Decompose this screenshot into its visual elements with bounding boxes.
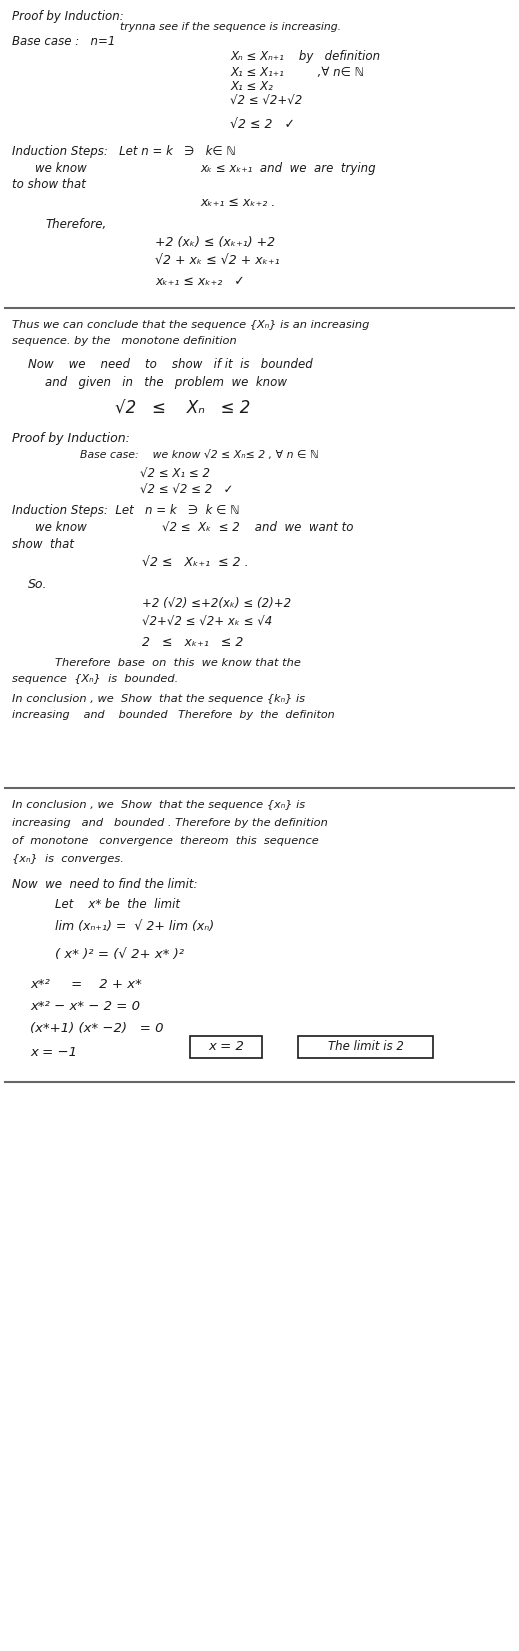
Text: xₖ₊₁ ≤ xₖ₊₂   ✓: xₖ₊₁ ≤ xₖ₊₂ ✓ (155, 276, 245, 287)
Text: In conclusion , we  Show  that the sequence {kₙ} is: In conclusion , we Show that the sequenc… (12, 693, 305, 703)
Text: increasing    and    bounded   Therefore  by  the  definiton: increasing and bounded Therefore by the … (12, 710, 335, 720)
Text: The limit is 2: The limit is 2 (327, 1040, 403, 1053)
Text: sequence  {Xₙ}  is  bounded.: sequence {Xₙ} is bounded. (12, 674, 178, 684)
Text: increasing   and   bounded . Therefore by the definition: increasing and bounded . Therefore by th… (12, 817, 328, 829)
Text: 2   ≤   xₖ₊₁   ≤ 2: 2 ≤ xₖ₊₁ ≤ 2 (142, 636, 243, 649)
Text: Xₙ ≤ Xₙ₊₁    by   definition: Xₙ ≤ Xₙ₊₁ by definition (230, 50, 380, 63)
Text: Base case:    we know √2 ≤ Xₙ≤ 2 , ∀ n ∈ ℕ: Base case: we know √2 ≤ Xₙ≤ 2 , ∀ n ∈ ℕ (80, 451, 319, 461)
Text: Therefore  base  on  this  we know that the: Therefore base on this we know that the (55, 659, 301, 669)
Bar (190, 1035, 262, 1058)
Text: we know: we know (35, 162, 87, 175)
Text: √2 ≤ 2   ✓: √2 ≤ 2 ✓ (230, 117, 295, 130)
Text: X₁ ≤ X₂: X₁ ≤ X₂ (230, 79, 273, 92)
Text: x*² − x* − 2 = 0: x*² − x* − 2 = 0 (30, 1001, 140, 1014)
Text: trynna see if the sequence is increasing.: trynna see if the sequence is increasing… (120, 21, 341, 31)
Text: x = 2: x = 2 (208, 1040, 244, 1053)
Text: Let    x* be  the  limit: Let x* be the limit (55, 898, 180, 911)
Text: (x*+1) (x* −2)   = 0: (x*+1) (x* −2) = 0 (30, 1022, 163, 1035)
Text: ( x* )² = (√ 2+ x* )²: ( x* )² = (√ 2+ x* )² (55, 948, 184, 961)
Text: Induction Steps:   Let n = k   ∋   k∈ ℕ: Induction Steps: Let n = k ∋ k∈ ℕ (12, 145, 236, 158)
Text: X₁ ≤ X₁₊₁         ,∀ n∈ ℕ: X₁ ≤ X₁₊₁ ,∀ n∈ ℕ (230, 66, 364, 79)
Bar (298, 1035, 433, 1058)
Text: Base case :   n=1: Base case : n=1 (12, 35, 115, 48)
Text: and   given   in   the   problem  we  know: and given in the problem we know (45, 376, 287, 390)
Text: lim (xₙ₊₁) =  √ 2+ lim (xₙ): lim (xₙ₊₁) = √ 2+ lim (xₙ) (55, 920, 214, 933)
Text: x = −1: x = −1 (30, 1047, 77, 1058)
Text: +2 (xₖ) ≤ (xₖ₊₁) +2: +2 (xₖ) ≤ (xₖ₊₁) +2 (155, 236, 275, 249)
Text: Proof by Induction:: Proof by Induction: (12, 10, 124, 23)
Text: In conclusion , we  Show  that the sequence {xₙ} is: In conclusion , we Show that the sequenc… (12, 801, 305, 811)
Text: Therefore,: Therefore, (45, 218, 106, 231)
Text: √2 ≤   Xₖ₊₁  ≤ 2 .: √2 ≤ Xₖ₊₁ ≤ 2 . (142, 556, 249, 570)
Text: √2 + xₖ ≤ √2 + xₖ₊₁: √2 + xₖ ≤ √2 + xₖ₊₁ (155, 254, 280, 267)
Text: Thus we can conclude that the sequence {Xₙ} is an increasing: Thus we can conclude that the sequence {… (12, 320, 370, 330)
Text: sequence. by the   monotone definition: sequence. by the monotone definition (12, 337, 237, 347)
Text: Induction Steps:  Let   n = k   ∋  k ∈ ℕ: Induction Steps: Let n = k ∋ k ∈ ℕ (12, 504, 239, 517)
Text: √2 ≤ X₁ ≤ 2: √2 ≤ X₁ ≤ 2 (140, 467, 210, 480)
Text: √2+√2 ≤ √2+ xₖ ≤ √4: √2+√2 ≤ √2+ xₖ ≤ √4 (142, 616, 272, 629)
Text: of  monotone   convergence  thereom  this  sequence: of monotone convergence thereom this seq… (12, 835, 319, 845)
Text: to show that: to show that (12, 178, 86, 192)
Text: we know: we know (35, 522, 87, 533)
Text: {xₙ}  is  converges.: {xₙ} is converges. (12, 854, 124, 863)
Text: Now  we  need to find the limit:: Now we need to find the limit: (12, 878, 198, 892)
Text: show  that: show that (12, 538, 74, 551)
Text: Now    we    need    to    show   if it  is   bounded: Now we need to show if it is bounded (28, 358, 313, 371)
Text: xₖ ≤ xₖ₊₁  and  we  are  trying: xₖ ≤ xₖ₊₁ and we are trying (200, 162, 376, 175)
Text: √2 ≤  Xₖ  ≤ 2    and  we  want to: √2 ≤ Xₖ ≤ 2 and we want to (162, 522, 353, 533)
Text: x*²     =    2 + x*: x*² = 2 + x* (30, 977, 142, 991)
Text: xₖ₊₁ ≤ xₖ₊₂ .: xₖ₊₁ ≤ xₖ₊₂ . (200, 196, 275, 210)
Text: √2 ≤ √2+√2: √2 ≤ √2+√2 (230, 96, 302, 107)
Text: +2 (√2) ≤+2(xₖ) ≤ (2)+2: +2 (√2) ≤+2(xₖ) ≤ (2)+2 (142, 598, 291, 609)
Text: So.: So. (28, 578, 48, 591)
Text: Proof by Induction:: Proof by Induction: (12, 433, 130, 446)
Text: √2   ≤    Xₙ   ≤ 2: √2 ≤ Xₙ ≤ 2 (115, 400, 250, 418)
Text: √2 ≤ √2 ≤ 2   ✓: √2 ≤ √2 ≤ 2 ✓ (140, 484, 234, 497)
